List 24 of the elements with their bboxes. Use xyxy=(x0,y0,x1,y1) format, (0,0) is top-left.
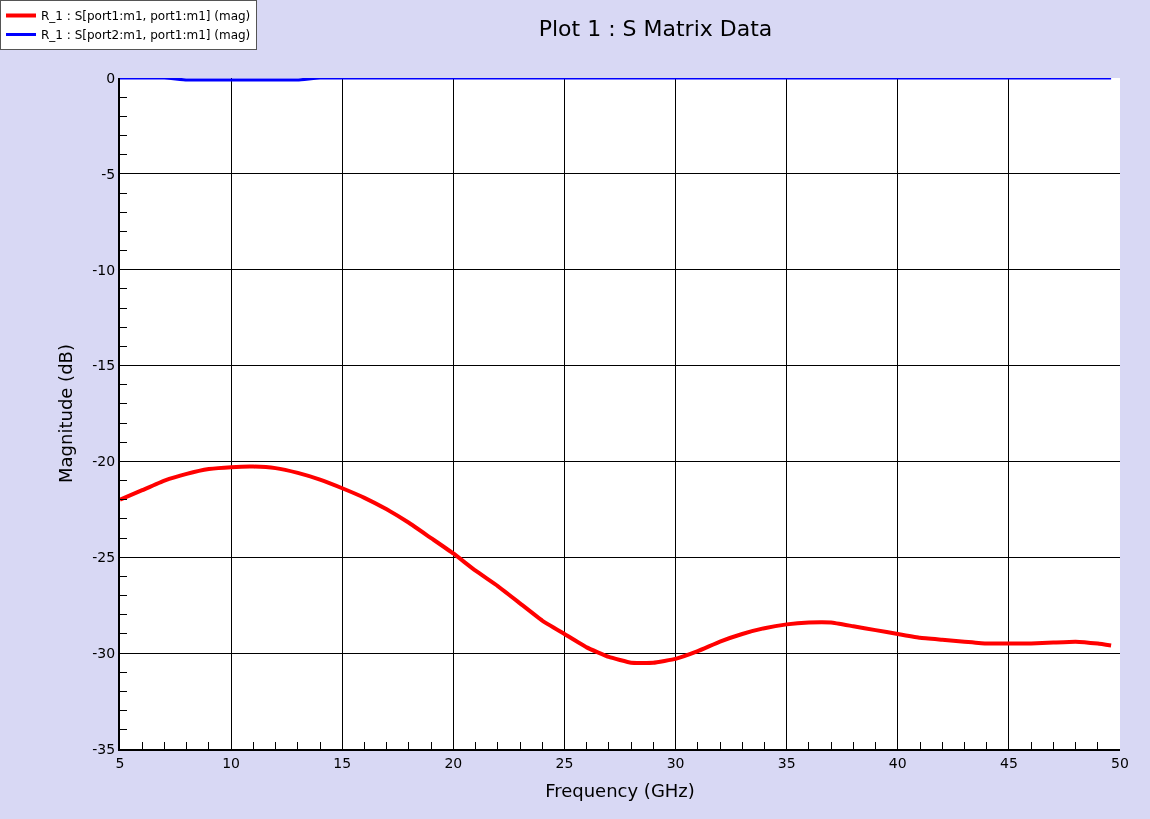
y-tick-label: -25 xyxy=(92,549,116,566)
y-tick-label: -10 xyxy=(92,261,116,278)
y-tick-label: -5 xyxy=(101,165,116,182)
x-axis-title: Frequency (GHz) xyxy=(545,780,695,802)
y-tick-label: -35 xyxy=(92,740,116,757)
y-tick-label: -15 xyxy=(92,357,116,374)
y-tick-label: -20 xyxy=(92,453,116,470)
chart-title: Plot 1 : S Matrix Data xyxy=(538,15,773,41)
x-tick-label: 15 xyxy=(333,754,352,771)
x-tick-label: 5 xyxy=(115,754,125,771)
x-tick-label: 50 xyxy=(1111,754,1129,771)
x-tick-label: 30 xyxy=(666,754,685,771)
x-tick-label: 45 xyxy=(999,754,1018,771)
x-tick-label: 25 xyxy=(555,754,574,771)
y-tick-label: 0 xyxy=(106,69,116,86)
legend-label: R_1 : S[port1:m1, port1:m1] (mag) xyxy=(41,9,251,24)
x-tick-label: 35 xyxy=(777,754,796,771)
y-axis-title: Magnitude (dB) xyxy=(55,344,77,483)
legend-label: R_1 : S[port2:m1, port1:m1] (mag) xyxy=(41,28,251,43)
x-tick-label: 40 xyxy=(888,754,907,771)
x-tick-label: 10 xyxy=(222,754,241,771)
line-series xyxy=(120,464,1114,665)
x-tick-label: 20 xyxy=(444,754,463,771)
y-tick-label: -30 xyxy=(92,645,116,662)
